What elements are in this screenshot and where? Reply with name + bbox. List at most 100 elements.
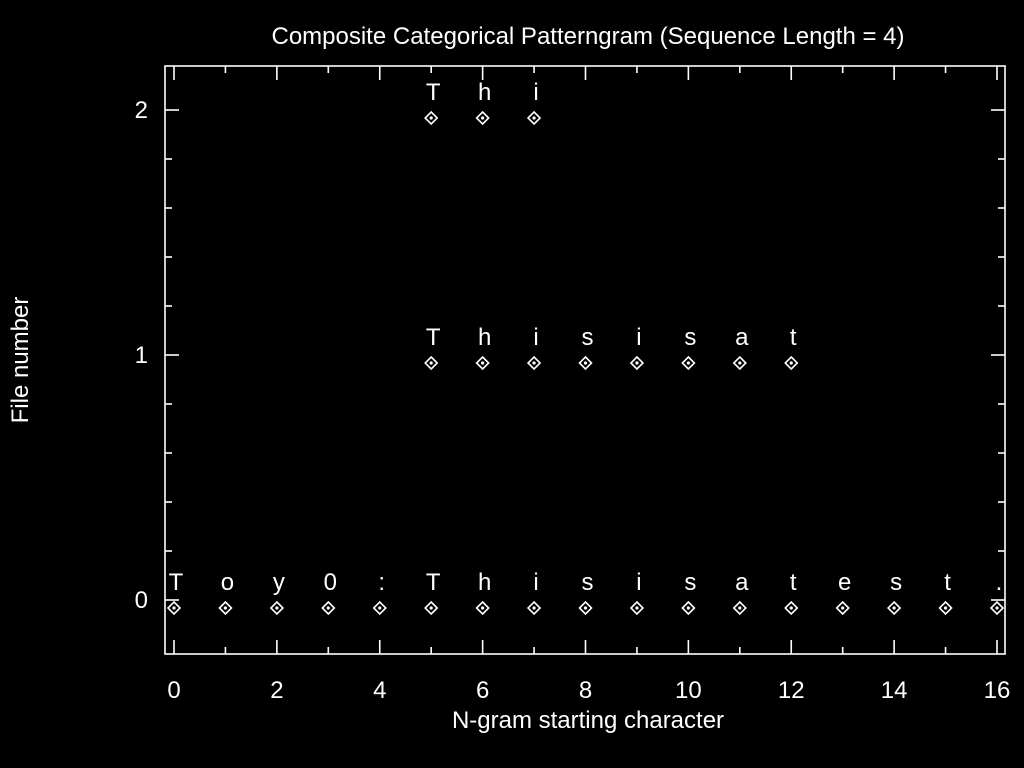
data-point-center: [583, 606, 588, 610]
data-point: [681, 355, 696, 371]
data-point: [629, 600, 645, 616]
point-char-label: i: [533, 324, 538, 351]
data-point-center: [532, 116, 536, 120]
data-point: [784, 600, 799, 616]
data-point: [578, 600, 593, 616]
data-point-center: [172, 606, 176, 610]
data-point-center: [326, 606, 330, 610]
x-tick-label: 2: [270, 677, 283, 704]
data-point-center: [532, 606, 536, 610]
x-axis-label: N-gram starting character: [452, 707, 724, 734]
data-point: [578, 355, 593, 371]
data-point: [629, 355, 645, 371]
data-point-center: [532, 361, 536, 365]
data-point: [424, 355, 439, 371]
data-point-center: [738, 361, 742, 365]
point-char-label: a: [735, 324, 749, 351]
data-point: [886, 600, 902, 616]
data-point: [372, 600, 387, 616]
data-point: [475, 355, 490, 371]
point-char-label: T: [426, 324, 441, 351]
point-char-label: a: [735, 569, 749, 596]
data-point-center: [635, 361, 639, 365]
data-point-center: [892, 606, 896, 610]
point-char-label: T: [426, 79, 441, 106]
data-point-center: [686, 606, 690, 610]
data-point: [526, 110, 542, 126]
point-char-label: i: [533, 569, 538, 596]
x-tick-label: 0: [167, 677, 180, 704]
data-point: [475, 110, 490, 126]
data-point-center: [429, 606, 433, 610]
point-char-label: s: [890, 569, 902, 596]
data-point: [269, 600, 285, 616]
x-tick-label: 10: [675, 677, 702, 704]
x-tick-label: 14: [881, 677, 908, 704]
x-axis: 0 2 4 6 8 10 12 14 16: [167, 66, 1010, 704]
point-char-label: t: [790, 324, 797, 351]
y-tick-label: 2: [135, 97, 148, 124]
x-tick-label: 16: [984, 677, 1011, 704]
x-tick-label: 8: [579, 677, 592, 704]
data-point: [475, 600, 490, 616]
y-axis: 0 1 2: [135, 97, 1005, 614]
point-char-label: s: [684, 324, 696, 351]
data-point-center: [583, 361, 588, 365]
data-point-center: [943, 606, 948, 610]
data-point-center: [686, 361, 690, 365]
x-tick-label: 4: [373, 677, 386, 704]
data-point-center: [841, 606, 845, 610]
x-tick-label: 6: [476, 677, 489, 704]
data-point: [424, 600, 439, 616]
point-char-label: e: [838, 569, 851, 596]
point-char-label: T: [426, 569, 441, 596]
data-point: [732, 355, 747, 371]
data-point-center: [223, 606, 228, 610]
data-point: [732, 600, 747, 616]
data-point: [938, 600, 953, 616]
data-point-center: [378, 606, 382, 610]
point-char-label: t: [790, 569, 797, 596]
data-point: [526, 600, 542, 616]
point-char-label: i: [533, 79, 538, 106]
data-point: [681, 600, 696, 616]
data-point-center: [481, 116, 485, 120]
point-char-label: .: [996, 569, 1003, 596]
point-char-label: h: [478, 79, 491, 106]
point-char-label: h: [478, 569, 491, 596]
point-char-label: s: [582, 324, 594, 351]
data-point-center: [635, 606, 639, 610]
data-point-center: [789, 606, 793, 610]
data-point: [218, 600, 233, 616]
point-char-label: s: [582, 569, 594, 596]
data-point: [424, 110, 439, 126]
data-point-center: [429, 361, 433, 365]
data-point: [784, 355, 799, 371]
data-point-center: [995, 606, 999, 610]
y-tick-label: 0: [135, 587, 148, 614]
point-char-label: i: [636, 324, 641, 351]
chart-title: Composite Categorical Patterngram (Seque…: [271, 23, 904, 50]
data-point-center: [738, 606, 742, 610]
data-point-center: [481, 606, 485, 610]
data-point: [526, 355, 542, 371]
point-char-label: s: [684, 569, 696, 596]
point-char-label: :: [378, 569, 385, 596]
data-point: [321, 600, 336, 616]
point-char-label: i: [636, 569, 641, 596]
point-char-label: 0: [324, 569, 337, 596]
point-char-label: y: [273, 569, 285, 596]
point-char-label: h: [478, 324, 491, 351]
y-axis-label: File number: [7, 297, 34, 424]
y-tick-label: 1: [135, 342, 148, 369]
x-tick-label: 12: [778, 677, 805, 704]
data-point-center: [429, 116, 433, 120]
data-point: [835, 600, 850, 616]
point-char-label: t: [944, 569, 951, 596]
data-point-center: [481, 361, 485, 365]
data-point: [166, 600, 182, 616]
data-point: [989, 600, 1005, 616]
